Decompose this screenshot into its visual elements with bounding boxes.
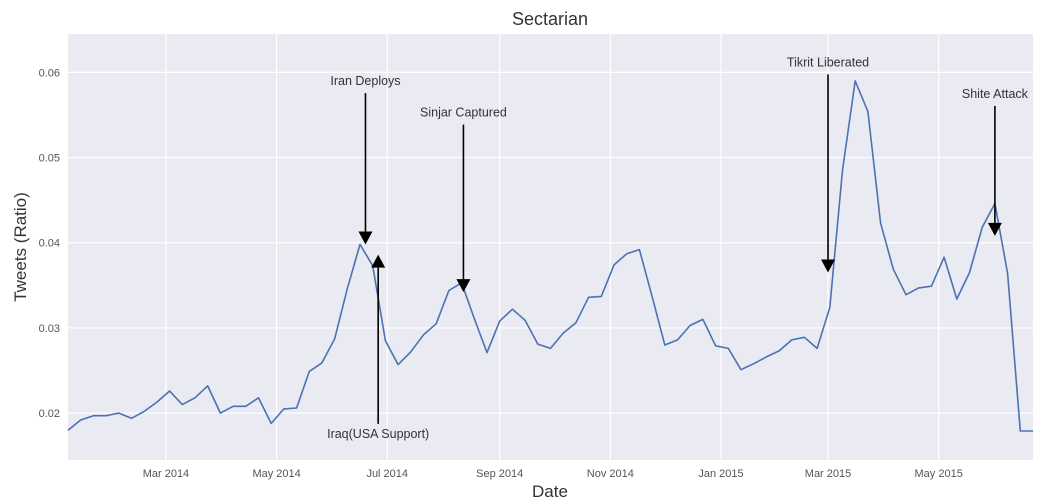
series-layer <box>67 80 1033 432</box>
x-tick-label: Mar 2015 <box>805 468 851 480</box>
annotation: Iraq(USA Support) <box>327 254 429 441</box>
x-tick-label: Nov 2014 <box>587 468 634 480</box>
annotation-arrowhead <box>456 279 471 293</box>
annotation-arrowhead <box>821 259 836 273</box>
x-axis-label: Date <box>532 482 568 501</box>
annotation-arrowhead <box>358 231 373 245</box>
annotation-label: Shite Attack <box>962 87 1029 101</box>
annotation-label: Iraq(USA Support) <box>327 427 429 441</box>
y-tick-label: 0.02 <box>39 408 60 420</box>
x-tick-label: Sep 2014 <box>476 468 523 480</box>
x-tick-label: May 2014 <box>252 468 300 480</box>
annotations: Iran Deploys Iraq(USA Support) Sinjar Capt… <box>327 55 1029 440</box>
annotation: Sinjar Captured <box>420 106 507 293</box>
annotation: Iran Deploys <box>330 74 401 245</box>
annotation-label: Tikrit Liberated <box>787 55 869 69</box>
y-tick-label: 0.03 <box>39 323 60 335</box>
x-tick-label: May 2015 <box>915 468 963 480</box>
y-tick-label: 0.04 <box>39 238 60 250</box>
tick-labels: Mar 2014 May 2014 Jul 2014 Sep 2014 Nov 2014… <box>39 67 963 480</box>
y-tick-label: 0.05 <box>39 153 60 165</box>
x-tick-label: Mar 2014 <box>143 468 189 480</box>
series-line <box>67 80 1033 432</box>
plot-background <box>68 34 1033 460</box>
annotation-arrowhead <box>371 254 386 268</box>
annotation-label: Iran Deploys <box>330 74 400 88</box>
annotation: Tikrit Liberated <box>787 55 869 273</box>
x-tick-label: Jul 2014 <box>366 468 408 480</box>
annotation: Shite Attack <box>962 87 1029 236</box>
annotation-label: Sinjar Captured <box>420 106 507 120</box>
chart-title: Sectarian <box>512 9 588 29</box>
x-tick-label: Jan 2015 <box>698 468 743 480</box>
y-tick-label: 0.06 <box>39 67 60 79</box>
y-axis-label: Tweets (Ratio) <box>11 192 30 302</box>
annotation-arrowhead <box>987 222 1002 236</box>
grid-layer <box>68 34 1033 460</box>
